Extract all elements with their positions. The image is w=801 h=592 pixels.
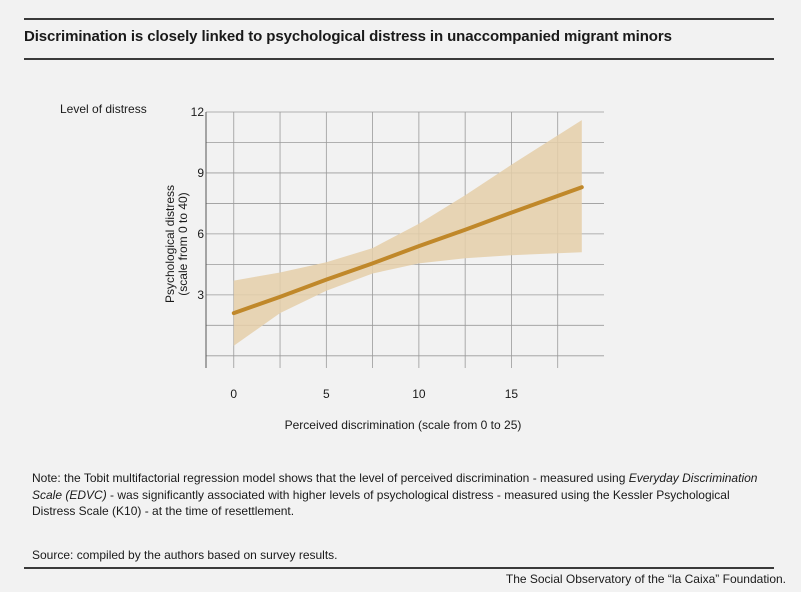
x-tick-label: 15: [505, 387, 519, 401]
top-rule: [24, 18, 774, 20]
note-prefix: Note: the Tobit multifactorial regressio…: [32, 471, 629, 485]
y-tick-label: 9: [197, 166, 204, 180]
y-tick-label: 3: [197, 288, 204, 302]
x-tick-label: 10: [412, 387, 426, 401]
regression-line: [231, 185, 584, 316]
x-axis-title: Perceived discrimination (scale from 0 t…: [284, 418, 522, 432]
regression-chart: 3 6 9 12 0 5 10 15 Psychological distress (scale …: [163, 105, 604, 401]
note-scale-name: Everyday Discrimination Scale (EDVC): [32, 471, 758, 502]
y-tick-label: 12: [191, 105, 205, 119]
chart-note: Note: the Tobit multifactorial regressio…: [32, 470, 772, 520]
title-rule: [24, 58, 774, 60]
credit-text: The Social Observatory of the “la Caixa”…: [505, 572, 786, 586]
y-axis-title-line1: Psychological distress: [163, 185, 177, 303]
chart-title: Discrimination is closely linked to psyc…: [24, 28, 672, 45]
x-tick-label: 5: [323, 387, 330, 401]
y-tick-label: 6: [197, 227, 204, 241]
y-axis-title-line2: (scale from 0 to 40): [176, 192, 190, 295]
note-suffix: - was significantly associated with high…: [32, 487, 730, 519]
y-header-label: Level of distress: [60, 102, 147, 116]
x-tick-label: 0: [230, 387, 237, 401]
bottom-rule: [24, 567, 774, 569]
source-text: Source: compiled by the authors based on…: [32, 548, 338, 562]
confidence-band: [233, 120, 582, 346]
